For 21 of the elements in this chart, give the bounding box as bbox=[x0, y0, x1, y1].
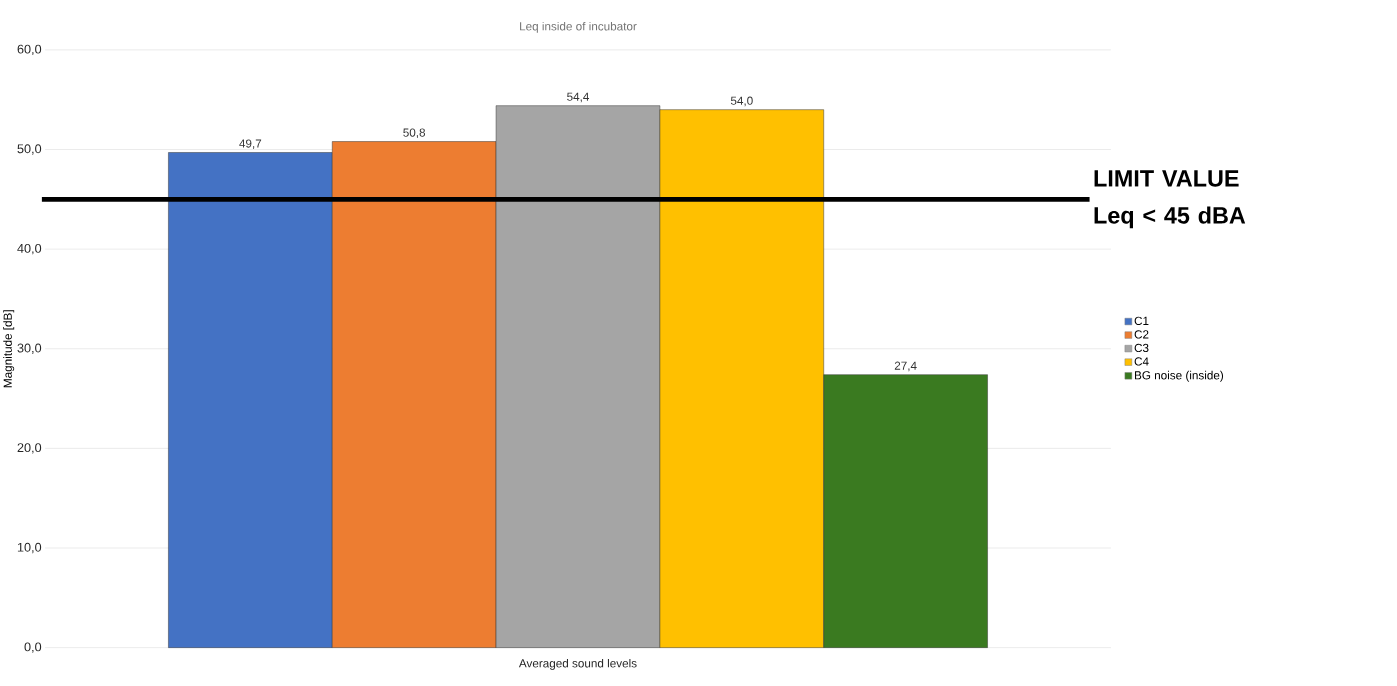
data-label: 27,4 bbox=[894, 361, 917, 371]
y-tick-label: 10,0 bbox=[17, 542, 42, 554]
y-tick-label: 40,0 bbox=[17, 243, 42, 255]
y-axis-title: Magnitude [dB] bbox=[3, 310, 15, 387]
legend-label: C3 bbox=[1134, 343, 1149, 352]
y-tick-label: 20,0 bbox=[17, 442, 42, 454]
legend-label: C2 bbox=[1134, 330, 1149, 339]
x-tick-label: Averaged sound levels bbox=[518, 658, 637, 670]
y-tick-label: 50,0 bbox=[17, 144, 42, 155]
data-label: 54,4 bbox=[567, 92, 590, 102]
legend-label: C4 bbox=[1134, 357, 1149, 366]
legend-label: C1 bbox=[1134, 316, 1149, 325]
y-tick-label: 60,0 bbox=[17, 44, 42, 55]
chart-title: Leq inside of incubator bbox=[520, 21, 637, 33]
y-tick-label: 0,0 bbox=[24, 642, 42, 653]
legend-label: BG noise (inside) bbox=[1135, 370, 1224, 382]
y-tick-label: 30,0 bbox=[17, 343, 42, 354]
ref-line-label: LIMIT VALUE Leq < 45 dBA bbox=[1094, 170, 1246, 229]
data-label: 49,7 bbox=[239, 139, 262, 149]
data-label: 50,8 bbox=[403, 128, 426, 138]
data-label: 54,0 bbox=[730, 96, 753, 106]
